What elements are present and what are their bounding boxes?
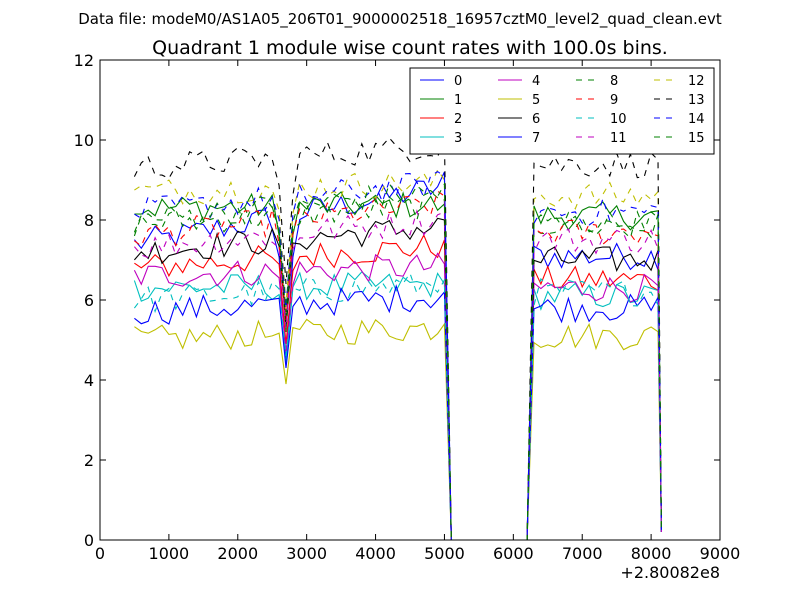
x-tick-label: 8000 xyxy=(631,544,672,563)
series-line-0 xyxy=(133,171,662,541)
legend-label-6: 6 xyxy=(532,112,540,127)
x-tick-label: 5000 xyxy=(424,544,465,563)
suptitle: Data file: modeM0/AS1A05_206T01_90000025… xyxy=(78,10,722,29)
y-tick-label: 12 xyxy=(74,51,94,70)
series-line-9 xyxy=(134,190,662,541)
series-line-2 xyxy=(134,233,662,541)
legend-label-13: 13 xyxy=(688,93,705,108)
y-tick-label: 4 xyxy=(84,371,94,390)
legend-label-10: 10 xyxy=(610,112,627,127)
y-tick-label: 0 xyxy=(84,531,94,550)
legend-label-11: 11 xyxy=(610,131,627,146)
series-line-4 xyxy=(133,252,662,541)
x-tick-label: 7000 xyxy=(562,544,603,563)
legend-label-2: 2 xyxy=(454,112,462,127)
legend-label-4: 4 xyxy=(532,74,540,89)
legend-label-3: 3 xyxy=(454,131,462,146)
legend-box xyxy=(409,67,715,155)
x-tick-label: 2000 xyxy=(217,544,258,563)
legend-label-14: 14 xyxy=(688,112,705,127)
legend-label-1: 1 xyxy=(454,93,462,108)
x-tick-label: 3000 xyxy=(286,544,327,563)
x-tick-label: 1000 xyxy=(149,544,190,563)
series-line-10 xyxy=(133,272,662,541)
legend-label-9: 9 xyxy=(610,93,618,108)
x-tick-label: 9000 xyxy=(700,544,741,563)
series-line-8 xyxy=(133,191,662,541)
series-line-13 xyxy=(133,137,662,541)
series-line-7 xyxy=(134,284,662,541)
y-tick-label: 10 xyxy=(74,131,94,150)
legend-label-5: 5 xyxy=(532,93,540,108)
x-offset-label: +2.80082e8 xyxy=(620,563,720,582)
series-line-5 xyxy=(134,318,662,541)
x-tick-label: 6000 xyxy=(493,544,534,563)
series-line-11 xyxy=(133,209,662,541)
series-line-3 xyxy=(133,271,662,541)
y-tick-label: 6 xyxy=(84,291,94,310)
y-tick-label: 8 xyxy=(84,211,94,230)
series-line-12 xyxy=(134,168,662,541)
series-line-14 xyxy=(134,170,662,541)
legend-label-8: 8 xyxy=(610,74,618,89)
x-tick-label: 4000 xyxy=(355,544,396,563)
legend-label-7: 7 xyxy=(532,131,540,146)
chart-title: Quadrant 1 module wise count rates with … xyxy=(152,37,668,59)
series-line-15 xyxy=(133,181,662,541)
legend-label-15: 15 xyxy=(688,131,705,146)
legend-label-12: 12 xyxy=(688,74,705,89)
legend-label-0: 0 xyxy=(454,74,462,89)
x-tick-label: 0 xyxy=(95,544,105,563)
series-layer xyxy=(133,137,662,541)
y-tick-label: 2 xyxy=(84,451,94,470)
ticks-layer: 0 1000 2000 3000 4000 5000 6000 7000 8000 9000 0 2 4… xyxy=(74,51,741,563)
series-line-6 xyxy=(133,217,662,541)
